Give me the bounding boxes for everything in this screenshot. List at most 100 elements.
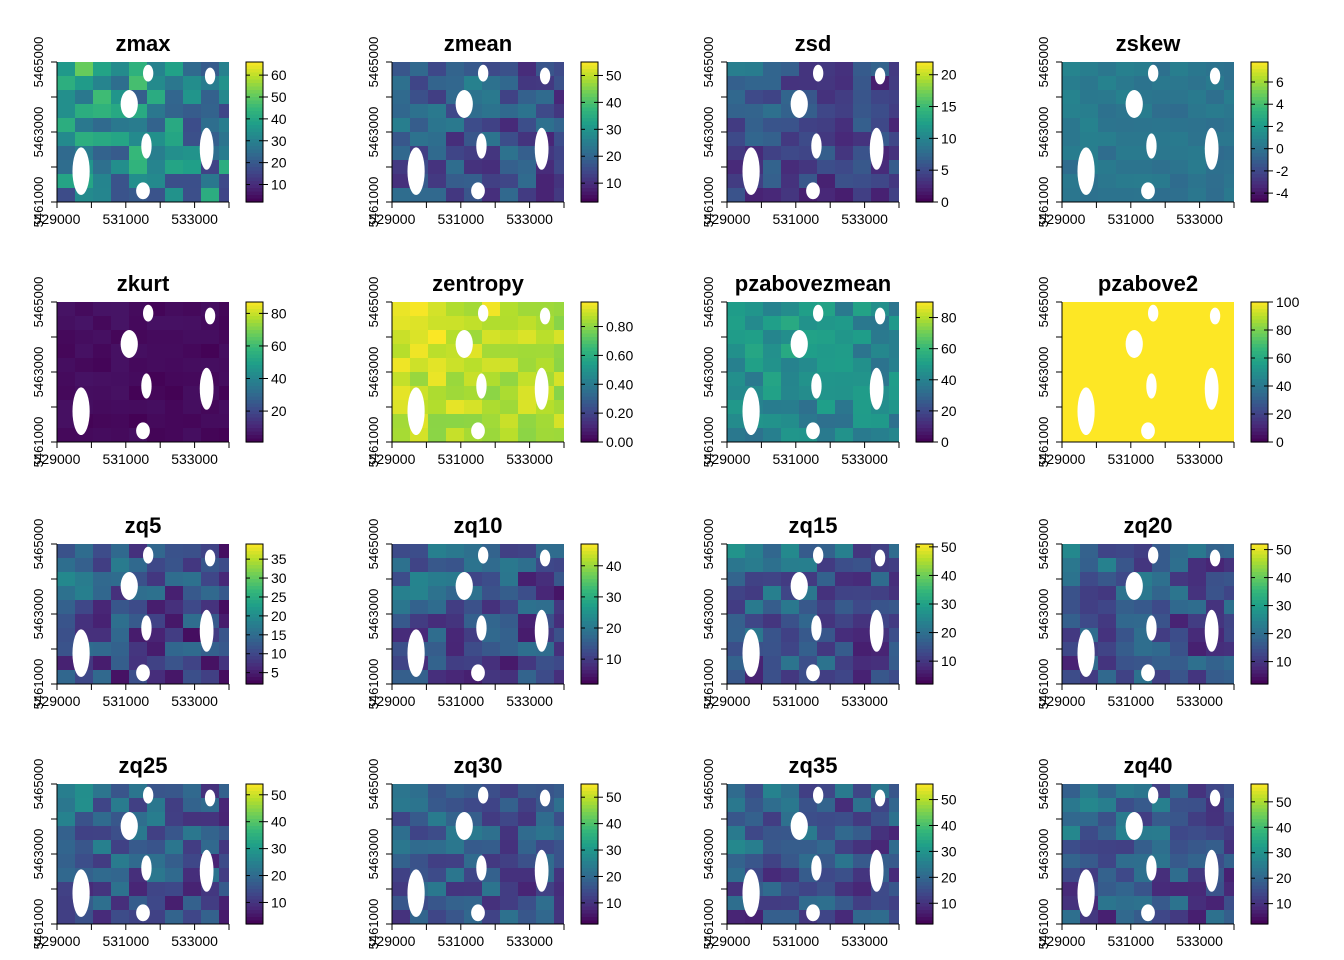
raster-cell <box>1224 132 1234 146</box>
raster-cell <box>853 76 871 90</box>
raster-cell <box>853 896 871 910</box>
raster-cell <box>500 372 518 386</box>
colorbar-segment <box>916 899 933 904</box>
raster-cell <box>1188 826 1206 840</box>
raster-cell <box>75 840 93 854</box>
nodata-gap <box>811 615 822 641</box>
raster-cell <box>57 132 75 146</box>
raster-cell <box>1188 868 1206 882</box>
raster-cell <box>1170 330 1188 344</box>
raster-cell <box>446 428 464 442</box>
raster-cell <box>446 316 464 330</box>
raster-cell <box>835 854 853 868</box>
colorbar-segment <box>916 624 933 629</box>
colorbar-segment <box>916 181 933 186</box>
raster-cell <box>428 642 446 656</box>
raster-cell <box>183 896 201 910</box>
x-tick-label: 531000 <box>772 933 819 949</box>
raster-cell <box>111 882 129 896</box>
raster-cell <box>75 76 93 90</box>
nodata-gap <box>1141 904 1155 922</box>
raster-cell <box>554 76 564 90</box>
colorbar-tick-label: 50 <box>271 787 287 803</box>
raster-cell <box>57 302 75 316</box>
raster-cell <box>1062 358 1080 372</box>
colorbar-segment <box>246 372 263 377</box>
colorbar-segment <box>246 351 263 356</box>
raster-cell <box>147 656 165 670</box>
raster-cell <box>219 868 229 882</box>
colorbar-segment <box>1251 86 1268 91</box>
raster-cell <box>835 544 853 558</box>
nodata-gap <box>806 664 820 682</box>
raster-cell <box>219 344 229 358</box>
colorbar-segment <box>1251 673 1268 678</box>
x-tick-label: 533000 <box>506 933 553 949</box>
raster-cell <box>835 104 853 118</box>
raster-cell <box>57 414 75 428</box>
raster-cell <box>554 330 564 344</box>
raster-cell <box>853 316 871 330</box>
colorbar-tick-label: 20 <box>941 67 957 83</box>
colorbar-tick-label: 40 <box>1276 570 1292 586</box>
raster-cell <box>1116 400 1134 414</box>
colorbar-segment <box>581 104 598 109</box>
raster-cell <box>1188 372 1206 386</box>
raster-cell <box>93 642 111 656</box>
colorbar-segment <box>916 551 933 556</box>
raster-cell <box>1188 586 1206 600</box>
colorbar-segment <box>581 309 598 314</box>
raster-cell <box>1062 372 1080 386</box>
raster-cell <box>57 670 75 684</box>
colorbar-segment <box>1251 864 1268 869</box>
panel-title: zsd <box>795 31 832 56</box>
colorbar-segment <box>1251 188 1268 193</box>
raster-cell <box>889 118 899 132</box>
raster-cell <box>554 656 564 670</box>
colorbar-segment <box>581 614 598 619</box>
raster-cell <box>165 90 183 104</box>
colorbar-segment <box>916 72 933 77</box>
colorbar-segment <box>916 801 933 806</box>
raster-cell <box>554 316 564 330</box>
raster-cell <box>410 544 428 558</box>
raster-cell <box>1098 642 1116 656</box>
raster-cell <box>111 896 129 910</box>
raster-cell <box>554 670 564 684</box>
nodata-gap <box>476 855 487 881</box>
nodata-gap <box>136 664 150 682</box>
raster-cell <box>75 104 93 118</box>
raster-cell <box>1062 330 1080 344</box>
colorbar-segment <box>916 309 933 314</box>
raster-cell <box>1098 174 1116 188</box>
raster-cell <box>763 372 781 386</box>
raster-cell <box>518 104 536 118</box>
raster-cell <box>428 882 446 896</box>
raster-cell <box>1062 174 1080 188</box>
raster-cell <box>1188 132 1206 146</box>
raster-cell <box>165 316 183 330</box>
colorbar-segment <box>916 794 933 799</box>
colorbar-segment <box>246 840 263 845</box>
colorbar-segment <box>581 903 598 908</box>
raster-cell <box>745 316 763 330</box>
colorbar-segment <box>1251 836 1268 841</box>
raster-cell <box>853 798 871 812</box>
colorbar-segment <box>916 885 933 890</box>
colorbar-segment <box>246 808 263 813</box>
raster-cell <box>889 670 899 684</box>
raster-cell <box>518 600 536 614</box>
raster-cell <box>763 146 781 160</box>
raster-cell <box>835 316 853 330</box>
raster-cell <box>219 174 229 188</box>
raster-cell <box>147 812 165 826</box>
raster-cell <box>889 544 899 558</box>
raster-cell <box>1080 62 1098 76</box>
raster-cell <box>799 840 817 854</box>
raster-cell <box>183 104 201 118</box>
raster-cell <box>392 572 410 586</box>
colorbar-segment <box>246 72 263 77</box>
